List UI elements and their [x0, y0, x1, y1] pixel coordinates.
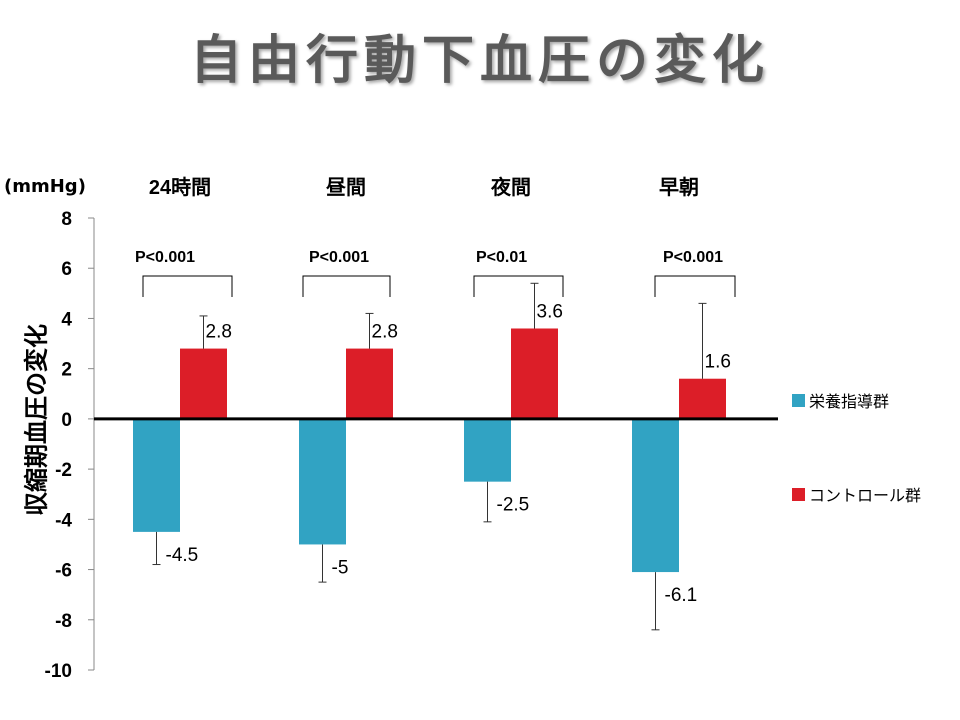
y-tick-label: 8	[61, 209, 72, 230]
category-label: 24時間	[149, 175, 211, 199]
p-value-label: P<0.01	[476, 249, 527, 266]
legend-label-series-2: コントロール群	[809, 486, 922, 505]
legend-swatch-series-2	[792, 487, 805, 501]
bar-series-2	[346, 348, 393, 419]
category-label: 昼間	[326, 176, 366, 199]
y-tick-label: 4	[61, 309, 72, 330]
y-tick-label: 6	[61, 259, 72, 280]
data-label: -4.5	[166, 545, 199, 566]
bar-series-1	[133, 418, 180, 532]
bar-series-2	[679, 378, 726, 419]
y-tick-label: 0	[61, 410, 72, 431]
significance-bracket	[302, 275, 391, 297]
legend-item-series-1: 栄養指導群	[792, 388, 889, 412]
data-label: 2.8	[206, 322, 232, 343]
y-tick-label: -10	[45, 661, 72, 682]
data-label: 3.6	[537, 301, 563, 322]
data-label: -6.1	[665, 585, 698, 606]
legend-swatch-series-1	[792, 393, 805, 407]
data-label: 2.8	[372, 322, 398, 343]
category-label: 夜間	[490, 175, 531, 199]
significance-bracket	[473, 275, 564, 297]
legend-item-series-2: コントロール群	[792, 482, 921, 506]
y-tick-label: -4	[55, 510, 72, 531]
y-unit-label: (mmHg)	[4, 176, 86, 197]
data-label: -2.5	[497, 495, 530, 516]
data-label: -5	[332, 557, 349, 578]
significance-bracket	[654, 275, 736, 297]
p-value-label: P<0.001	[309, 249, 369, 266]
data-label: 1.6	[705, 352, 731, 373]
p-value-label: P<0.001	[663, 249, 723, 266]
p-value-label: P<0.001	[135, 249, 195, 266]
y-tick-label: 2	[61, 360, 72, 381]
bar-series-1	[632, 418, 679, 573]
bar-series-1	[299, 418, 346, 545]
legend-label-series-1: 栄養指導群	[809, 392, 890, 411]
bar-series-1	[464, 418, 511, 482]
y-tick-label: -2	[55, 460, 72, 481]
bar-series-2	[511, 328, 558, 419]
y-tick-label: -6	[55, 561, 72, 582]
significance-bracket	[142, 275, 233, 297]
y-tick-label: -8	[55, 611, 72, 632]
slide-title: 自由行動下血圧の変化	[189, 31, 770, 91]
category-label: 早朝	[659, 176, 699, 199]
bar-series-2	[180, 348, 227, 419]
